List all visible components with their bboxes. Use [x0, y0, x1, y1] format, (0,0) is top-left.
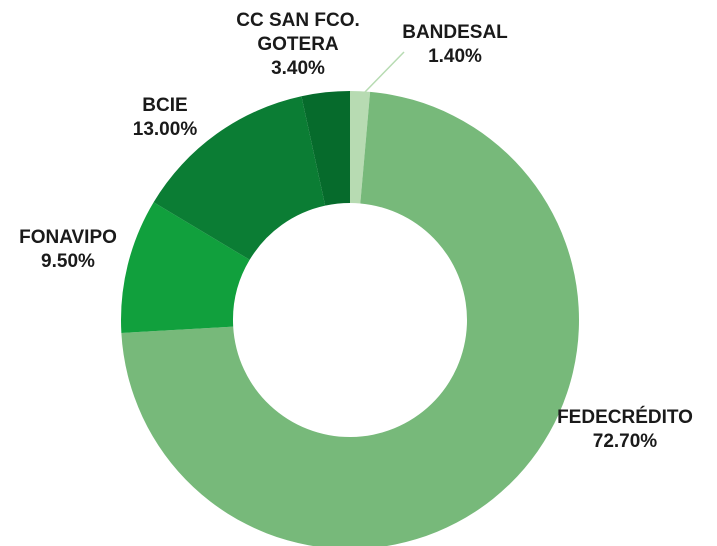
value-label: 72.70%	[592, 431, 658, 452]
slice-label: CC SAN FCO. GOTERA 3.40%	[228, 9, 368, 81]
category-label: FONAVIPO	[19, 227, 117, 248]
slice	[350, 91, 371, 204]
slice-label: BCIE 13.00%	[133, 94, 197, 142]
value-label: 9.50%	[41, 251, 95, 272]
slice-label: BANDESAL 1.40%	[402, 21, 508, 69]
slice	[121, 91, 579, 546]
leader-line	[363, 51, 405, 94]
value-label: 1.40%	[428, 46, 482, 67]
slice	[153, 96, 326, 260]
slice	[121, 202, 250, 333]
slice-label: FONAVIPO 9.50%	[19, 226, 117, 274]
category-label: BCIE	[142, 95, 188, 116]
slice	[301, 91, 350, 206]
value-label: 13.00%	[132, 119, 198, 140]
category-label: FEDECRÉDITO	[557, 407, 693, 428]
category-label: BANDESAL	[402, 22, 508, 43]
category-label: CC SAN FCO. GOTERA	[236, 10, 360, 55]
value-label: 3.40%	[271, 58, 325, 79]
slice-label: FEDECRÉDITO 72.70%	[557, 406, 693, 454]
